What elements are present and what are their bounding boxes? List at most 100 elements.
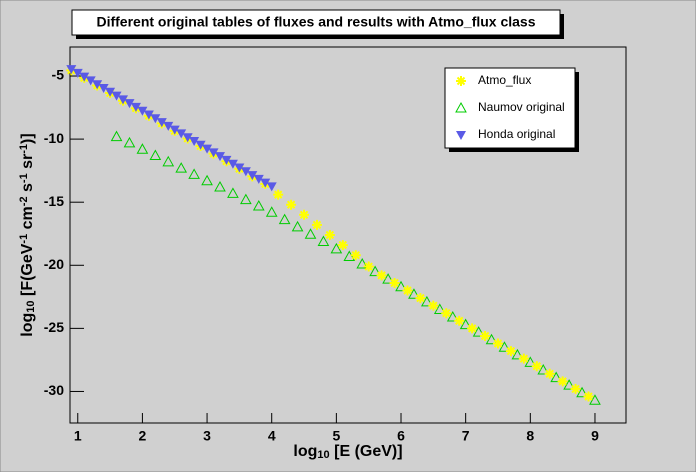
label-part: -1 — [18, 144, 30, 154]
x-tick-label: 1 — [74, 428, 82, 444]
star-marker — [441, 308, 452, 319]
triangle-marker — [433, 303, 446, 314]
down-triangle-marker — [253, 174, 264, 184]
star-marker — [428, 300, 439, 311]
triangle-marker — [408, 288, 420, 299]
star-marker — [299, 209, 310, 220]
down-triangle-marker — [130, 102, 141, 112]
triangle-marker — [136, 143, 149, 154]
y-axis-label: log10 [F(GeV-1 cm-2 s-1 sr-1)] — [18, 133, 38, 336]
triangle-marker — [278, 213, 291, 225]
star-marker — [531, 361, 542, 372]
down-triangle-marker — [85, 76, 96, 86]
down-triangle-marker — [111, 91, 122, 101]
star-marker — [337, 240, 348, 251]
down-triangle-marker — [202, 144, 213, 154]
label-part: -1 — [18, 234, 30, 244]
star-marker — [286, 199, 297, 210]
triangle-marker — [317, 235, 330, 247]
down-triangle-marker — [189, 137, 200, 146]
label-part: )] — [19, 133, 36, 144]
chart-title: Different original tables of fluxes and … — [96, 14, 535, 30]
label-part: s — [19, 183, 36, 196]
triangle-marker — [446, 310, 459, 322]
triangle-marker — [472, 326, 485, 337]
down-triangle-marker — [92, 80, 103, 90]
label-part: 10 — [25, 300, 37, 312]
triangle-marker — [149, 149, 162, 161]
down-triangle-marker — [227, 159, 238, 169]
triangle-marker — [589, 394, 601, 405]
star-marker — [456, 76, 466, 86]
star-marker — [376, 270, 387, 281]
down-triangle-marker — [150, 114, 161, 124]
x-tick-label: 8 — [526, 428, 534, 444]
down-triangle-marker — [214, 152, 225, 162]
star-marker — [492, 338, 503, 349]
star-marker — [350, 250, 361, 261]
star-marker — [480, 330, 491, 341]
star-marker — [544, 368, 555, 379]
x-tick-label: 3 — [203, 428, 211, 444]
star-marker — [273, 189, 284, 200]
triangle-marker — [291, 220, 304, 232]
down-triangle-marker — [66, 65, 77, 75]
down-triangle-marker — [221, 155, 232, 165]
down-triangle-marker — [79, 72, 90, 82]
triangle-marker — [485, 333, 498, 345]
triangle-marker — [252, 199, 265, 211]
down-triangle-marker — [72, 68, 83, 78]
x-tick-label: 4 — [268, 428, 276, 444]
x-tick-label: 7 — [462, 428, 470, 444]
down-triangle-marker — [208, 148, 219, 158]
down-triangle-marker — [456, 131, 466, 140]
star-marker — [583, 391, 594, 402]
star-marker — [557, 376, 568, 387]
legend-label: Honda original — [478, 127, 555, 141]
label-part: log — [19, 313, 36, 337]
legend-box — [444, 67, 576, 149]
triangle-marker — [227, 187, 239, 198]
label-part: cm — [19, 206, 36, 234]
label-part: log — [293, 443, 317, 460]
label-part: 10 — [317, 449, 329, 461]
down-triangle-marker — [124, 99, 135, 109]
down-triangle-marker — [137, 106, 148, 116]
star-marker — [467, 323, 478, 334]
triangle-marker — [421, 295, 433, 307]
star-marker — [324, 230, 335, 240]
down-triangle-marker — [98, 84, 109, 94]
triangle-marker — [162, 155, 175, 167]
y-tick-label: -5 — [52, 67, 65, 83]
down-triangle-marker — [266, 182, 277, 192]
star-marker — [505, 346, 516, 357]
triangle-marker — [498, 341, 511, 352]
down-triangle-marker — [240, 167, 251, 177]
star-marker — [454, 315, 465, 326]
down-triangle-marker — [143, 110, 154, 120]
down-triangle-marker — [169, 125, 180, 135]
down-triangle-marker — [195, 140, 206, 150]
down-triangle-marker — [105, 87, 116, 97]
triangle-marker — [304, 228, 317, 239]
triangle-marker — [201, 174, 213, 186]
star-marker — [402, 285, 413, 296]
x-tick-label: 9 — [591, 428, 599, 444]
down-triangle-marker — [260, 178, 271, 188]
down-triangle-marker — [234, 163, 245, 173]
label-part: -2 — [18, 196, 30, 206]
star-marker — [363, 261, 374, 272]
star-marker — [311, 219, 322, 230]
down-triangle-marker — [176, 129, 187, 139]
legend-label: Naumov original — [478, 100, 565, 114]
down-triangle-marker — [182, 133, 193, 143]
label-part: sr — [19, 154, 36, 174]
triangle-marker — [563, 379, 575, 390]
y-tick-label: -20 — [44, 256, 64, 272]
x-tick-label: 2 — [139, 428, 147, 444]
triangle-marker — [330, 242, 343, 254]
triangle-marker — [511, 348, 524, 360]
triangle-marker — [576, 386, 588, 398]
